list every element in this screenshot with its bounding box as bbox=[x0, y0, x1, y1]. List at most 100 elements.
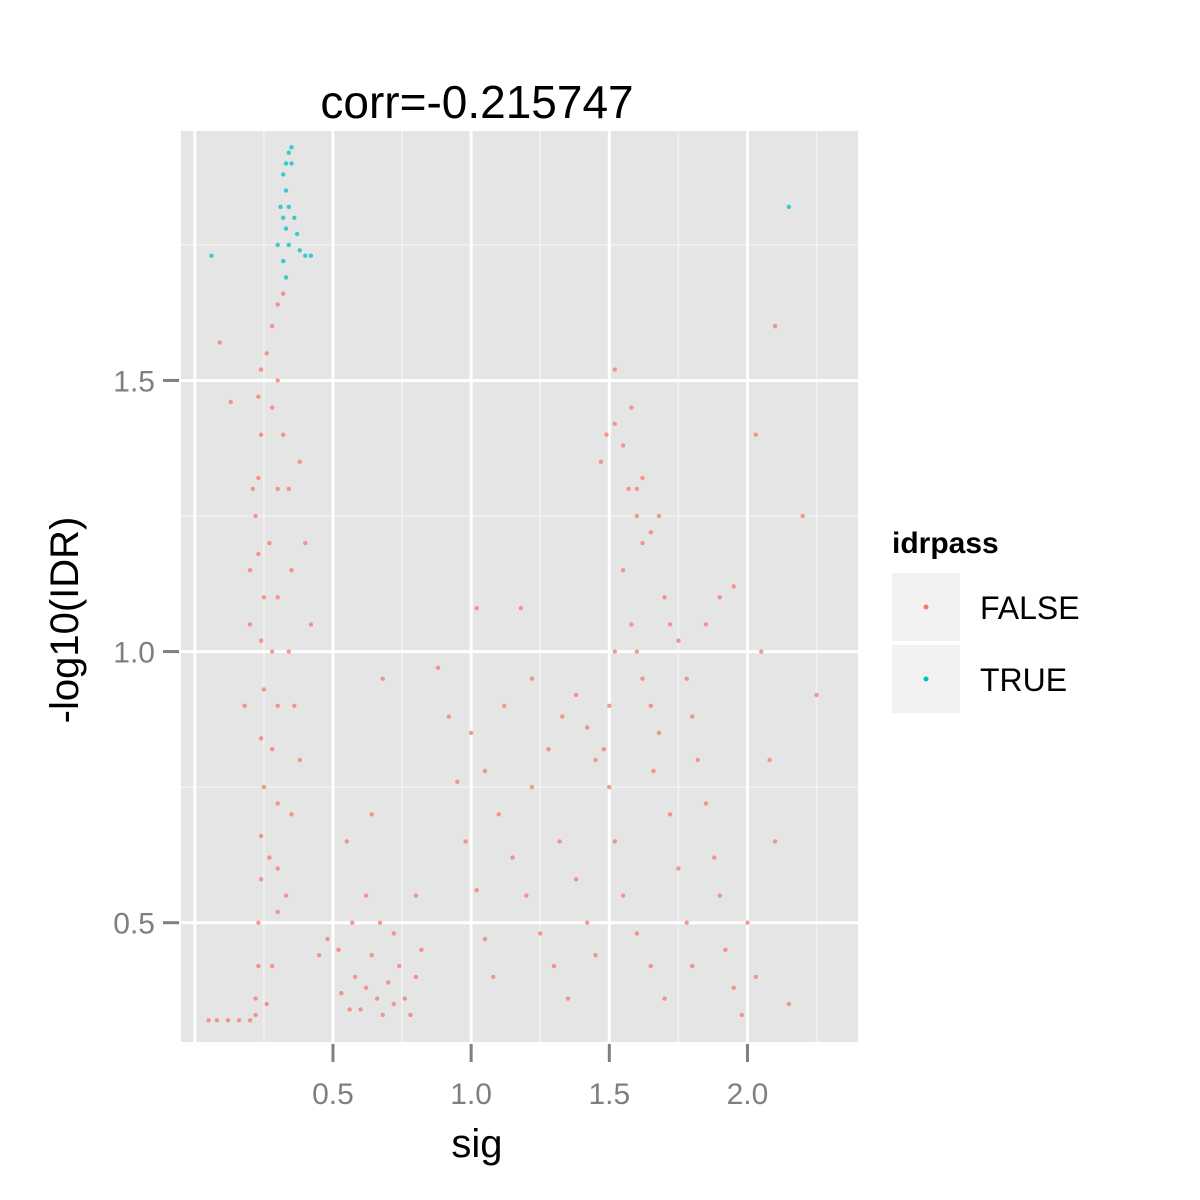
data-point-false bbox=[446, 714, 452, 719]
data-point-true bbox=[283, 161, 289, 166]
data-point-false bbox=[656, 730, 662, 736]
y-tick-label: 1.5 bbox=[113, 365, 155, 398]
data-point-false bbox=[703, 622, 709, 627]
data-point-false bbox=[261, 687, 267, 692]
chart-title: corr=-0.215747 bbox=[320, 76, 633, 128]
data-point-false bbox=[474, 606, 479, 611]
data-point-true bbox=[286, 150, 291, 155]
data-point-false bbox=[695, 757, 700, 763]
data-point-false bbox=[560, 714, 565, 719]
data-point-false bbox=[538, 931, 543, 936]
data-point-false bbox=[228, 399, 233, 405]
data-point-false bbox=[546, 747, 551, 752]
data-point-false bbox=[684, 920, 689, 925]
data-point-true bbox=[289, 145, 294, 150]
data-point-false bbox=[275, 866, 280, 871]
data-point-false bbox=[629, 405, 634, 410]
data-point-false bbox=[256, 475, 261, 481]
data-point-false bbox=[648, 963, 653, 969]
data-point-false bbox=[573, 877, 579, 882]
data-point-true bbox=[281, 258, 286, 264]
data-point-false bbox=[275, 801, 280, 806]
data-point-false bbox=[690, 963, 695, 969]
legend: idrpass FALSE TRUE bbox=[892, 527, 1080, 713]
data-point-false bbox=[772, 839, 778, 844]
data-point-false bbox=[270, 649, 275, 654]
data-point-false bbox=[601, 747, 606, 752]
data-point-false bbox=[723, 947, 728, 952]
data-point-false bbox=[363, 893, 369, 898]
data-point-false bbox=[256, 963, 261, 969]
data-point-false bbox=[620, 568, 626, 573]
data-point-false bbox=[482, 768, 488, 774]
data-point-false bbox=[607, 703, 612, 708]
data-point-false bbox=[593, 757, 598, 763]
data-point-false bbox=[620, 443, 626, 448]
data-point-false bbox=[391, 1001, 396, 1007]
data-point-false bbox=[386, 980, 391, 985]
data-point-false bbox=[275, 595, 280, 600]
data-point-false bbox=[518, 606, 524, 611]
data-point-false bbox=[258, 736, 264, 741]
y-axis-title: -log10(IDR) bbox=[43, 517, 87, 724]
data-point-false bbox=[339, 991, 344, 996]
data-point-false bbox=[270, 405, 275, 410]
data-point-false bbox=[626, 486, 631, 492]
data-point-false bbox=[270, 747, 275, 752]
data-point-false bbox=[648, 530, 653, 535]
data-point-false bbox=[435, 665, 441, 670]
data-point-false bbox=[297, 459, 302, 464]
data-point-true bbox=[209, 253, 214, 258]
data-point-true bbox=[292, 215, 297, 220]
data-point-false bbox=[297, 757, 302, 763]
data-point-false bbox=[612, 367, 617, 372]
data-point-true bbox=[278, 204, 283, 210]
data-point-false bbox=[565, 996, 571, 1001]
data-point-false bbox=[347, 1007, 352, 1012]
data-point-false bbox=[629, 622, 634, 627]
data-point-false bbox=[264, 351, 269, 356]
data-point-false bbox=[634, 513, 640, 519]
data-point-false bbox=[352, 974, 358, 980]
data-point-true bbox=[283, 275, 289, 280]
data-point-false bbox=[524, 893, 529, 898]
data-point-false bbox=[258, 432, 264, 437]
data-point-false bbox=[482, 936, 488, 942]
data-point-false bbox=[731, 985, 736, 990]
data-point-false bbox=[753, 974, 758, 980]
data-point-false bbox=[375, 996, 380, 1001]
data-point-false bbox=[634, 931, 640, 936]
data-point-false bbox=[612, 421, 617, 426]
data-point-false bbox=[585, 725, 590, 730]
data-point-false bbox=[717, 893, 722, 898]
data-point-false bbox=[256, 920, 261, 925]
major-gridlines bbox=[181, 131, 858, 1042]
data-point-false bbox=[358, 1007, 363, 1012]
data-point-false bbox=[261, 784, 267, 790]
data-point-true bbox=[283, 226, 289, 231]
x-tick-label: 1.0 bbox=[450, 1078, 492, 1111]
x-tick-label: 0.5 bbox=[312, 1078, 354, 1111]
data-point-true bbox=[303, 253, 308, 258]
data-point-false bbox=[270, 963, 275, 969]
data-point-false bbox=[772, 324, 778, 329]
data-point-false bbox=[402, 996, 407, 1001]
data-point-false bbox=[640, 475, 645, 481]
data-point-true bbox=[786, 204, 792, 210]
data-point-false bbox=[344, 839, 349, 844]
data-point-false bbox=[612, 839, 617, 844]
data-point-false bbox=[491, 974, 496, 980]
data-point-false bbox=[236, 1018, 242, 1023]
data-point-false bbox=[786, 1001, 792, 1007]
data-point-false bbox=[634, 486, 640, 492]
data-point-false bbox=[214, 1018, 220, 1023]
data-point-false bbox=[267, 540, 272, 546]
data-point-false bbox=[474, 888, 479, 893]
data-point-false bbox=[607, 784, 612, 790]
data-point-false bbox=[684, 676, 689, 681]
data-point-true bbox=[286, 242, 291, 248]
data-point-false bbox=[656, 513, 662, 519]
x-tick-label: 2.0 bbox=[727, 1078, 769, 1111]
x-tick-label: 1.5 bbox=[588, 1078, 630, 1111]
